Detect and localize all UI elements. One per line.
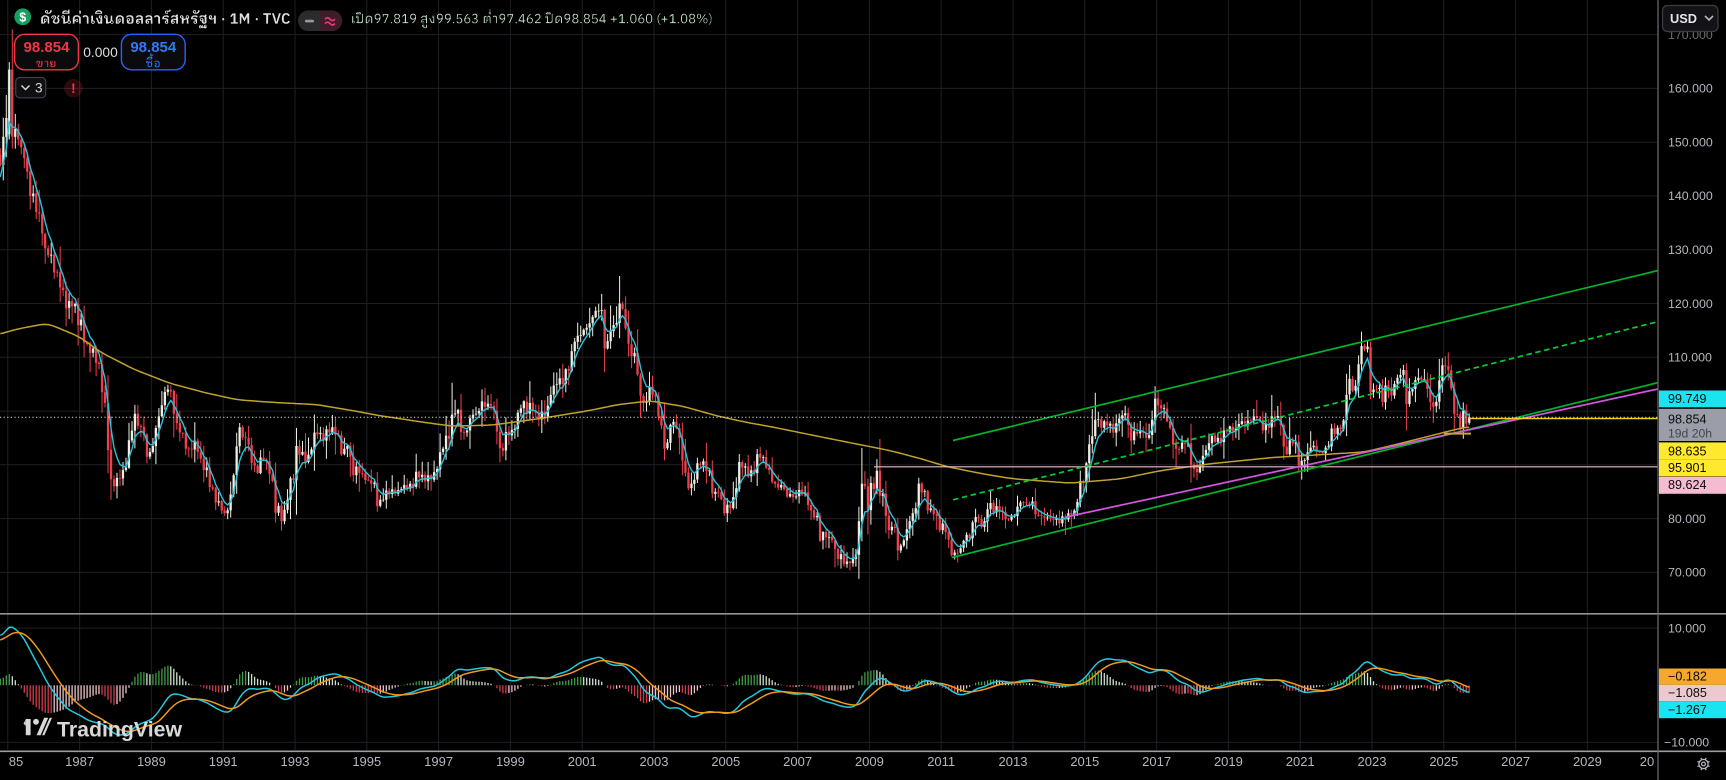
- svg-text:19d 20h: 19d 20h: [1668, 427, 1712, 441]
- svg-text:2015: 2015: [1070, 754, 1099, 769]
- svg-text:2021: 2021: [1286, 754, 1315, 769]
- svg-text:2005: 2005: [711, 754, 740, 769]
- svg-text:2001: 2001: [568, 754, 597, 769]
- svg-text:85: 85: [9, 754, 23, 769]
- svg-text:2027: 2027: [1501, 754, 1530, 769]
- svg-text:110.000: 110.000: [1668, 351, 1712, 365]
- svg-text:0.000: 0.000: [83, 45, 118, 60]
- svg-text:95.901: 95.901: [1668, 461, 1707, 475]
- svg-text:−10.000: −10.000: [1664, 736, 1709, 750]
- svg-text:1999: 1999: [496, 754, 525, 769]
- svg-text:2023: 2023: [1358, 754, 1387, 769]
- svg-text:140.000: 140.000: [1668, 189, 1713, 203]
- svg-text:TradingView: TradingView: [57, 718, 182, 742]
- svg-text:1989: 1989: [137, 754, 166, 769]
- svg-text:80.000: 80.000: [1668, 512, 1706, 526]
- svg-text:1997: 1997: [424, 754, 453, 769]
- svg-text:−1.267: −1.267: [1668, 703, 1707, 717]
- svg-text:3: 3: [35, 81, 43, 96]
- svg-text:2003: 2003: [640, 754, 669, 769]
- svg-text:98.635: 98.635: [1668, 444, 1707, 458]
- svg-text:2013: 2013: [999, 754, 1028, 769]
- svg-text:70.000: 70.000: [1668, 566, 1706, 580]
- svg-text:!: !: [71, 81, 76, 96]
- svg-text:1993: 1993: [281, 754, 310, 769]
- svg-text:150.000: 150.000: [1668, 136, 1713, 150]
- svg-text:98.854: 98.854: [130, 39, 177, 56]
- svg-text:2009: 2009: [855, 754, 884, 769]
- svg-text:120.000: 120.000: [1668, 297, 1713, 311]
- svg-text:2011: 2011: [927, 754, 955, 769]
- svg-text:1987: 1987: [65, 754, 94, 769]
- svg-text:2017: 2017: [1142, 754, 1171, 769]
- svg-text:USD: USD: [1670, 11, 1697, 26]
- svg-text:98.854: 98.854: [24, 39, 71, 56]
- svg-text:160.000: 160.000: [1668, 82, 1713, 96]
- svg-text:130.000: 130.000: [1668, 243, 1713, 257]
- svg-text:1991: 1991: [209, 754, 238, 769]
- svg-text:10.000: 10.000: [1668, 621, 1706, 635]
- svg-text:2029: 2029: [1573, 754, 1602, 769]
- svg-text:−1.085: −1.085: [1668, 686, 1707, 700]
- svg-text:2019: 2019: [1214, 754, 1243, 769]
- svg-text:89.624: 89.624: [1668, 478, 1707, 492]
- svg-text:−0.182: −0.182: [1668, 670, 1707, 684]
- svg-text:$: $: [19, 10, 26, 24]
- svg-text:20: 20: [1640, 754, 1654, 769]
- svg-text:98.854: 98.854: [1668, 412, 1707, 426]
- svg-text:2025: 2025: [1429, 754, 1458, 769]
- svg-text:1995: 1995: [352, 754, 381, 769]
- svg-text:2007: 2007: [783, 754, 812, 769]
- svg-text:99.749: 99.749: [1668, 392, 1707, 406]
